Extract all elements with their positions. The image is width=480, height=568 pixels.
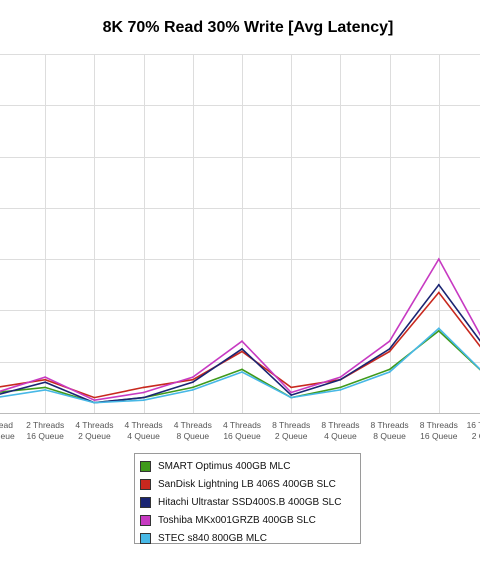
series-line-3	[0, 283, 480, 404]
data-point	[241, 350, 243, 353]
data-point	[290, 391, 293, 394]
data-point	[437, 330, 440, 332]
data-point	[388, 340, 391, 343]
data-point	[191, 386, 194, 389]
legend-swatch	[140, 532, 151, 544]
series-line-5	[0, 327, 480, 404]
data-point	[241, 368, 243, 371]
data-point	[339, 378, 342, 381]
data-point	[142, 399, 145, 402]
x-tick-label: 4 Threads 2 Queue	[75, 420, 113, 441]
data-point	[191, 389, 194, 391]
data-point	[241, 371, 243, 373]
data-point	[93, 396, 96, 399]
x-tick-label: 8 Threads 16 Queue	[420, 420, 458, 441]
data-point	[290, 386, 293, 389]
x-tick-label: 8 Threads 2 Queue	[272, 420, 310, 441]
data-point	[44, 389, 47, 391]
data-point	[142, 396, 145, 399]
data-point	[339, 376, 342, 378]
legend-swatch	[140, 460, 151, 472]
data-point	[44, 378, 47, 381]
x-tick-label: 4 Threads 4 Queue	[125, 420, 163, 441]
data-point	[44, 376, 47, 378]
data-point	[437, 291, 440, 294]
legend-label: Toshiba MKx001GRZB 400GB SLC	[158, 514, 316, 526]
data-point	[93, 401, 96, 404]
data-point	[93, 399, 96, 402]
x-tick-label: 4 Threads 8 Queue	[174, 420, 212, 441]
data-point	[191, 376, 194, 378]
legend-item: SMART Optimus 400GB MLC	[135, 457, 360, 475]
legend: SMART Optimus 400GB MLC SanDisk Lightning…	[134, 453, 361, 544]
data-point	[44, 381, 47, 384]
legend-label: Hitachi Ultrastar SSD400S.B 400GB SLC	[158, 496, 342, 508]
data-point	[241, 340, 243, 343]
legend-item: Hitachi Ultrastar SSD400S.B 400GB SLC	[135, 493, 360, 511]
data-point	[290, 394, 293, 396]
x-tick-label: 1 Thread16 Queue	[0, 420, 15, 441]
data-point	[388, 347, 391, 350]
data-point	[388, 371, 391, 373]
legend-swatch	[140, 514, 151, 526]
x-tick-label: 4 Threads 16 Queue	[223, 420, 261, 441]
legend-label: SMART Optimus 400GB MLC	[158, 460, 291, 472]
data-point	[142, 391, 145, 394]
data-point	[290, 396, 293, 399]
data-point	[437, 283, 440, 286]
data-point	[388, 368, 391, 371]
legend-item: SanDisk Lightning LB 406S 400GB SLC	[135, 475, 360, 493]
legend-item: Toshiba MKx001GRZB 400GB SLC	[135, 511, 360, 529]
legend-item: STEC s840 800GB MLC	[135, 529, 360, 547]
x-tick-label: 8 Threads 4 Queue	[321, 420, 359, 441]
data-point	[388, 350, 391, 353]
legend-swatch	[140, 478, 151, 490]
legend-label: STEC s840 800GB MLC	[158, 532, 267, 544]
data-point	[339, 389, 342, 391]
chart-title: 8K 70% Read 30% Write [Avg Latency]	[102, 19, 394, 36]
data-point	[191, 378, 194, 381]
data-point	[44, 386, 47, 389]
data-point	[339, 386, 342, 389]
data-point	[437, 258, 440, 261]
x-tick-label: 8 Threads 8 Queue	[371, 420, 409, 441]
data-point	[191, 381, 194, 384]
data-point	[437, 327, 440, 330]
series-line-2	[0, 291, 480, 399]
legend-label: SanDisk Lightning LB 406S 400GB SLC	[158, 478, 336, 490]
data-point	[241, 347, 243, 350]
x-tick-label: 2 Threads 16 Queue	[26, 420, 64, 441]
legend-swatch	[140, 496, 151, 508]
data-point	[142, 386, 145, 389]
